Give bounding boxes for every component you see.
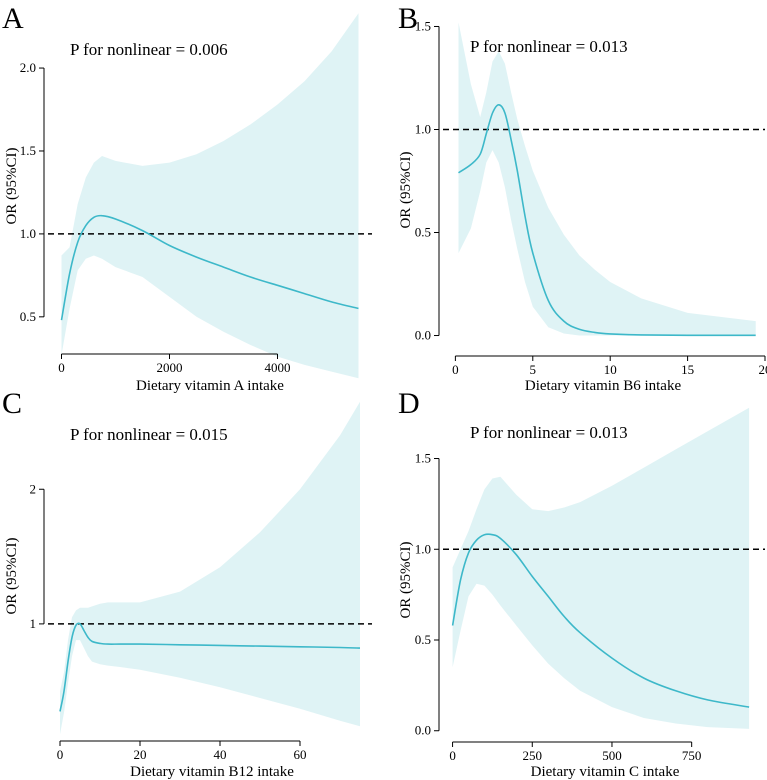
x-tick-label-b: 10 [604, 362, 617, 377]
axes-b: 0 5 10 15 20 0.0 0.5 1.0 1.5 [415, 18, 767, 377]
y-tick-label-d: 1.5 [415, 451, 431, 466]
or-curve-d [451, 533, 750, 708]
x-tick-label-c: 40 [214, 747, 227, 762]
panel-label-d: D [398, 387, 420, 420]
x-tick-label-a: 4000 [265, 360, 291, 375]
or-curve-c [59, 622, 361, 712]
panel-d: D 0 250 500 750 0.0 0.5 1.0 1.5 P for nonlinear… [398, 387, 765, 780]
ci-band-group-a [61, 13, 359, 379]
y-axis-title-d: OR (95%CI) [398, 541, 414, 618]
y-tick-label-d: 0.5 [415, 632, 431, 647]
ci-band-a [61, 13, 359, 379]
x-tick-label-a: 2000 [157, 360, 183, 375]
y-tick-label-b: 0.5 [415, 225, 431, 240]
ci-band-group-d [452, 407, 750, 729]
panel-label-a: A [2, 2, 24, 35]
x-tick-label-c: 0 [57, 747, 64, 762]
p-value-annotation-c: P for nonlinear = 0.015 [70, 425, 228, 444]
y-tick-label-a: 0.5 [20, 309, 36, 324]
panel-label-c: C [2, 387, 22, 420]
or-curve-group-d [451, 533, 750, 708]
panel-label-b: B [398, 2, 418, 35]
ci-band-c [60, 401, 360, 735]
x-axis-title-d: Dietary vitamin C intake [531, 764, 680, 780]
panel-b: B 0 5 10 15 20 0.0 0.5 1.0 1.5 P for nonlinear =… [398, 2, 767, 394]
x-tick-label-c: 60 [294, 747, 307, 762]
ci-band-group-b [458, 22, 756, 336]
ci-band-d [452, 407, 750, 729]
x-tick-label-a: 0 [58, 360, 65, 375]
y-tick-label-c: 2 [30, 481, 37, 496]
y-tick-label-d: 1.0 [415, 541, 431, 556]
axes-c: 0 20 40 60 1 2 [30, 481, 307, 762]
y-axis-title-a: OR (95%CI) [4, 147, 20, 224]
y-tick-label-a: 1.5 [20, 143, 36, 158]
y-tick-label-b: 1.5 [415, 18, 431, 33]
x-tick-label-d: 500 [602, 748, 622, 763]
y-tick-label-c: 1 [30, 616, 37, 631]
panel-c: C 0 20 40 60 1 2 P for nonlinear = 0.015 Diet… [2, 387, 372, 780]
y-tick-label-a: 2.0 [20, 60, 36, 75]
or-curve-group-a [60, 214, 359, 321]
x-axis-title-b: Dietary vitamin B6 intake [525, 378, 682, 394]
y-axis-title-c: OR (95%CI) [4, 537, 20, 614]
x-axis-title-a: Dietary vitamin A intake [136, 378, 284, 394]
x-tick-label-b: 20 [759, 362, 767, 377]
x-axis-title-c: Dietary vitamin B12 intake [130, 764, 294, 780]
x-tick-label-d: 0 [449, 748, 456, 763]
or-curve-group-b [458, 103, 756, 337]
axes-a: 0 2000 4000 0.5 1.0 1.5 2.0 [20, 60, 291, 375]
x-tick-label-b: 5 [530, 362, 537, 377]
x-tick-label-d: 750 [682, 748, 702, 763]
or-curve-b [458, 103, 756, 337]
x-tick-label-b: 15 [681, 362, 694, 377]
p-value-annotation-d: P for nonlinear = 0.013 [470, 423, 628, 442]
x-tick-label-c: 20 [134, 747, 147, 762]
panel-a: A 0 2000 4000 0.5 1.0 1.5 2.0 P for nonlinear … [2, 2, 372, 394]
y-tick-label-b: 0.0 [415, 328, 431, 343]
axes-d: 0 250 500 750 0.0 0.5 1.0 1.5 [415, 451, 702, 763]
p-value-annotation-a: P for nonlinear = 0.006 [70, 40, 228, 59]
or-curve-a [60, 214, 359, 321]
x-tick-label-d: 250 [523, 748, 543, 763]
y-axis-title-b: OR (95%CI) [398, 151, 414, 228]
ci-band-b [458, 22, 756, 336]
ci-band-group-c [60, 401, 360, 735]
x-tick-label-b: 0 [452, 362, 459, 377]
y-tick-label-b: 1.0 [415, 121, 431, 136]
y-tick-label-d: 0.0 [415, 723, 431, 738]
or-curve-group-c [59, 622, 361, 712]
p-value-annotation-b: P for nonlinear = 0.013 [470, 37, 628, 56]
y-tick-label-a: 1.0 [20, 226, 36, 241]
